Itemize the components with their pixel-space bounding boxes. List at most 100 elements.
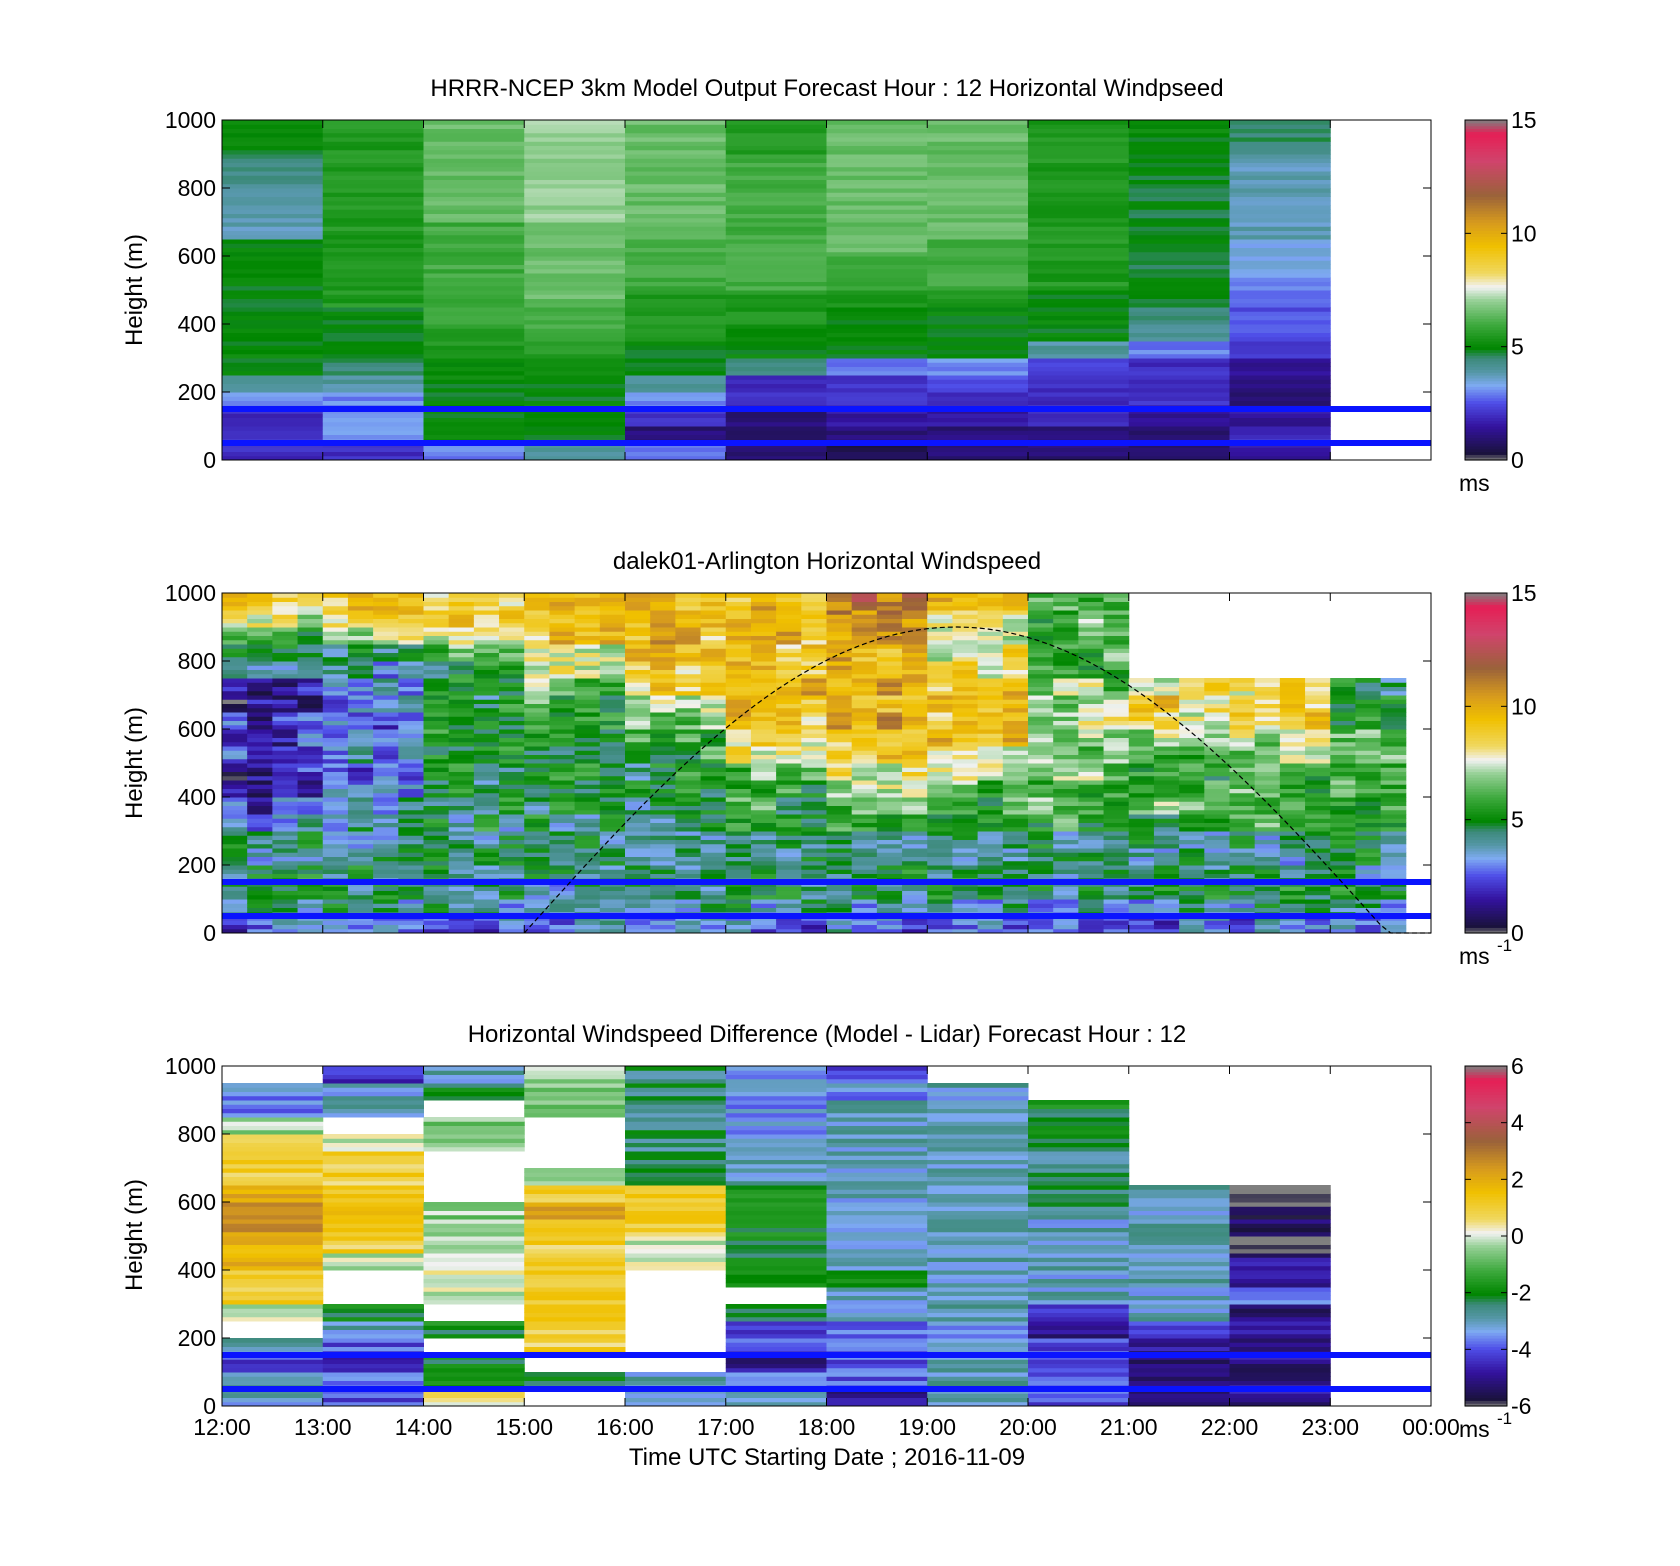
- heatmap-cell: [424, 354, 525, 359]
- heatmap-cell: [449, 691, 475, 696]
- heatmap-cell: [1305, 682, 1331, 687]
- heatmap-cell: [726, 413, 827, 418]
- heatmap-cell: [927, 619, 953, 624]
- heatmap-cell: [1230, 1398, 1331, 1403]
- heatmap-cell: [424, 358, 525, 363]
- heatmap-cell: [751, 869, 777, 874]
- heatmap-cell: [323, 899, 349, 904]
- heatmap-cell: [424, 163, 525, 168]
- heatmap-cell: [398, 835, 424, 840]
- heatmap-cell: [650, 597, 676, 602]
- heatmap-cell: [1129, 375, 1230, 380]
- heatmap-cell: [398, 750, 424, 755]
- heatmap-cell: [902, 857, 928, 862]
- heatmap-cell: [927, 763, 953, 768]
- heatmap-cell: [1104, 602, 1130, 607]
- heatmap-cell: [323, 273, 424, 278]
- heatmap-cell: [877, 848, 903, 853]
- heatmap-cell: [1230, 1359, 1331, 1364]
- heatmap-cell: [726, 840, 752, 845]
- heatmap-cell: [726, 789, 752, 794]
- heatmap-cell: [625, 670, 651, 675]
- heatmap-cell: [701, 920, 727, 925]
- heatmap-cell: [1053, 793, 1079, 798]
- heatmap-cell: [323, 784, 349, 789]
- heatmap-cell: [1003, 925, 1029, 930]
- heatmap-cell: [449, 759, 475, 764]
- heatmap-cell: [424, 307, 525, 312]
- heatmap-cell: [222, 827, 248, 832]
- heatmap-cell: [1104, 925, 1130, 930]
- heatmap-cell: [625, 844, 651, 849]
- heatmap-cell: [1230, 861, 1256, 866]
- heatmap-cell: [348, 738, 374, 743]
- heatmap-cell: [1230, 286, 1331, 291]
- heatmap-cell: [348, 793, 374, 798]
- heatmap-cell: [549, 814, 575, 819]
- heatmap-cell: [524, 806, 550, 811]
- heatmap-cell: [1104, 869, 1130, 874]
- heatmap-cell: [751, 674, 777, 679]
- heatmap-cell: [801, 716, 827, 721]
- heatmap-cell: [222, 133, 323, 138]
- heatmap-cell: [650, 806, 676, 811]
- heatmap-cell: [1003, 721, 1029, 726]
- heatmap-cell: [650, 691, 676, 696]
- heatmap-cell: [675, 627, 701, 632]
- heatmap-cell: [625, 303, 726, 308]
- heatmap-cell: [1154, 857, 1180, 862]
- heatmap-cell: [726, 801, 752, 806]
- heatmap-cell: [1028, 750, 1054, 755]
- colorbar-swatch: [1465, 120, 1507, 123]
- heatmap-cell: [1305, 763, 1331, 768]
- heatmap-cell: [1330, 886, 1356, 891]
- heatmap-cell: [1078, 606, 1104, 611]
- heatmap-cell: [827, 120, 928, 125]
- heatmap-cell: [549, 852, 575, 857]
- heatmap-cell: [222, 708, 248, 713]
- heatmap-cell: [726, 746, 752, 751]
- heatmap-cell: [1305, 793, 1331, 798]
- heatmap-cell: [1179, 835, 1205, 840]
- heatmap-cell: [600, 848, 626, 853]
- heatmap-cell: [827, 1342, 928, 1347]
- heatmap-cell: [776, 653, 802, 658]
- heatmap-cell: [877, 793, 903, 798]
- heatmap-cell: [424, 691, 450, 696]
- heatmap-cell: [852, 733, 878, 738]
- heatmap-cell: [424, 738, 450, 743]
- heatmap-cell: [927, 772, 953, 777]
- heatmap-cell: [549, 742, 575, 747]
- heatmap-cell: [827, 903, 853, 908]
- heatmap-cell: [852, 674, 878, 679]
- heatmap-cell: [424, 772, 450, 777]
- heatmap-cell: [298, 687, 324, 692]
- heatmap-cell: [776, 763, 802, 768]
- heatmap-cell: [726, 640, 752, 645]
- heatmap-cell: [222, 418, 323, 423]
- heatmap-cell: [1154, 763, 1180, 768]
- heatmap-cell: [1230, 687, 1256, 692]
- heatmap-cell: [1255, 869, 1281, 874]
- heatmap-cell: [726, 167, 827, 172]
- heatmap-cell: [1179, 810, 1205, 815]
- heatmap-cell: [1028, 265, 1129, 270]
- heatmap-cell: [424, 133, 525, 138]
- heatmap-cell: [348, 925, 374, 930]
- heatmap-cell: [751, 755, 777, 760]
- heatmap-cell: [952, 606, 978, 611]
- heatmap-cell: [1053, 865, 1079, 870]
- heatmap-cell: [222, 614, 248, 619]
- heatmap-cell: [575, 895, 601, 900]
- heatmap-cell: [398, 704, 424, 709]
- heatmap-cell: [827, 759, 853, 764]
- heatmap-cell: [1078, 848, 1104, 853]
- heatmap-cell: [424, 678, 450, 683]
- heatmap-cell: [474, 784, 500, 789]
- heatmap-cell: [751, 640, 777, 645]
- heatmap-cell: [1028, 1342, 1129, 1347]
- heatmap-cell: [852, 597, 878, 602]
- heatmap-cell: [827, 920, 853, 925]
- heatmap-cell: [373, 835, 399, 840]
- heatmap-cell: [323, 886, 349, 891]
